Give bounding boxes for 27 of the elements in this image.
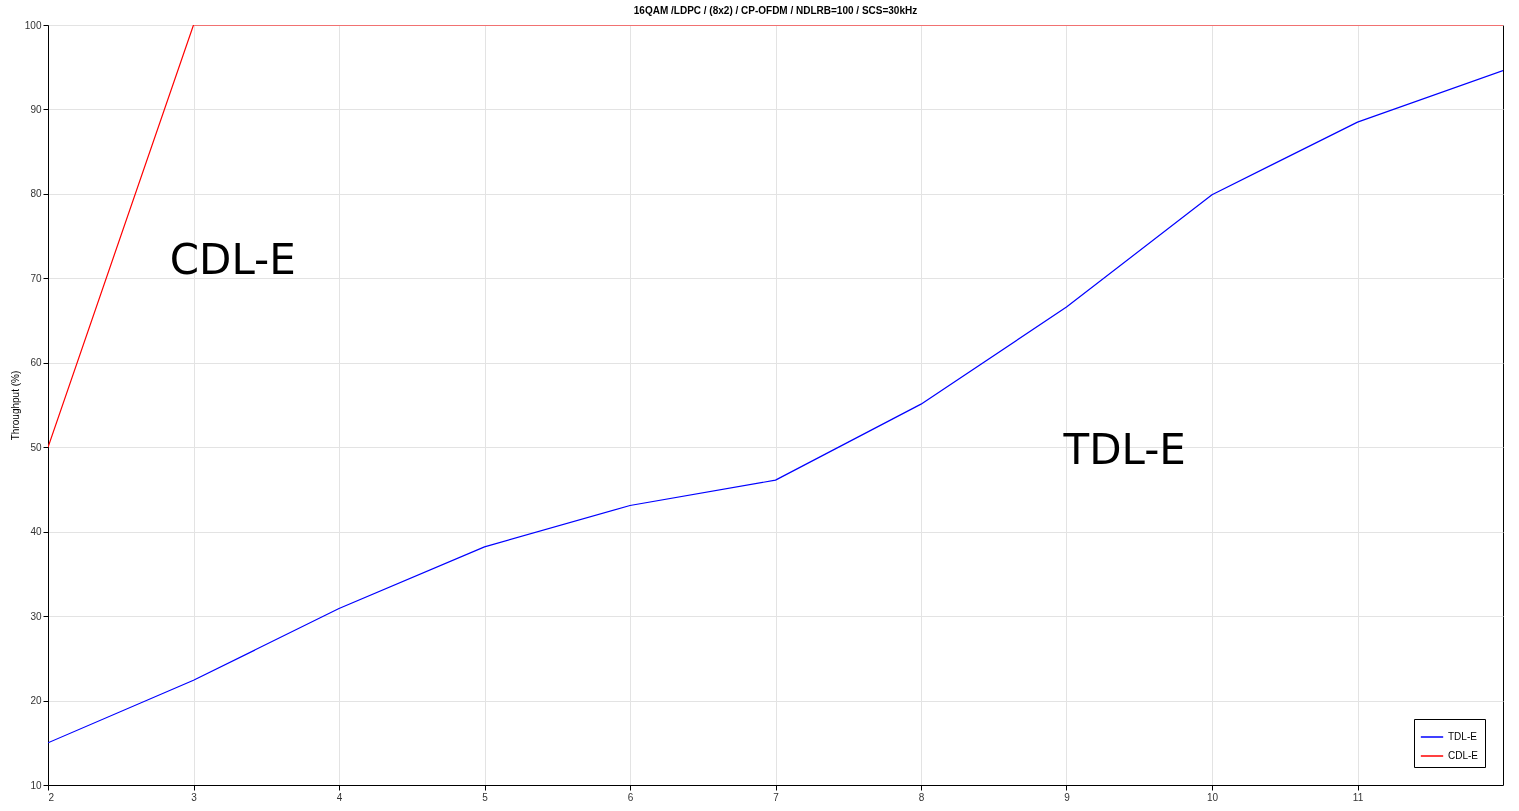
annotation: TDL-E bbox=[1062, 424, 1186, 474]
y-tick-label: 20 bbox=[30, 695, 42, 707]
y-tick-label: 60 bbox=[30, 357, 42, 369]
y-tick-label: 10 bbox=[30, 779, 42, 791]
y-tick-label: 90 bbox=[30, 103, 42, 115]
x-tick-label: 8 bbox=[918, 791, 925, 803]
y-axis-title: Throughput (%) bbox=[9, 370, 21, 441]
x-tick-label: 9 bbox=[1064, 791, 1071, 803]
x-tick-label: 11 bbox=[1352, 791, 1364, 803]
legend-label: CDL-E bbox=[1448, 750, 1479, 761]
x-tick-label: 7 bbox=[773, 791, 780, 803]
annotation: CDL-E bbox=[169, 234, 296, 284]
y-tick-label: 80 bbox=[30, 188, 42, 200]
line-series bbox=[48, 70, 1503, 744]
x-tick-label: 6 bbox=[627, 791, 634, 803]
x-tick-label: 10 bbox=[1206, 791, 1219, 803]
x-tick-label: 3 bbox=[191, 791, 198, 803]
x-tick-label: 5 bbox=[482, 791, 489, 803]
y-tick-label: 40 bbox=[30, 526, 42, 538]
x-tick-label: 4 bbox=[336, 791, 343, 803]
y-tick-label: 100 bbox=[24, 19, 42, 31]
y-tick-label: 70 bbox=[30, 272, 42, 284]
legend-label: TDL-E bbox=[1448, 731, 1478, 742]
x-tick-label: 2 bbox=[48, 791, 55, 803]
y-tick-label: 50 bbox=[30, 441, 42, 453]
y-tick-label: 30 bbox=[30, 610, 42, 622]
chart-title: 16QAM /LDPC / (8x2) / CP-OFDM / NDLRB=100 / SCS=30kHz bbox=[633, 5, 918, 16]
